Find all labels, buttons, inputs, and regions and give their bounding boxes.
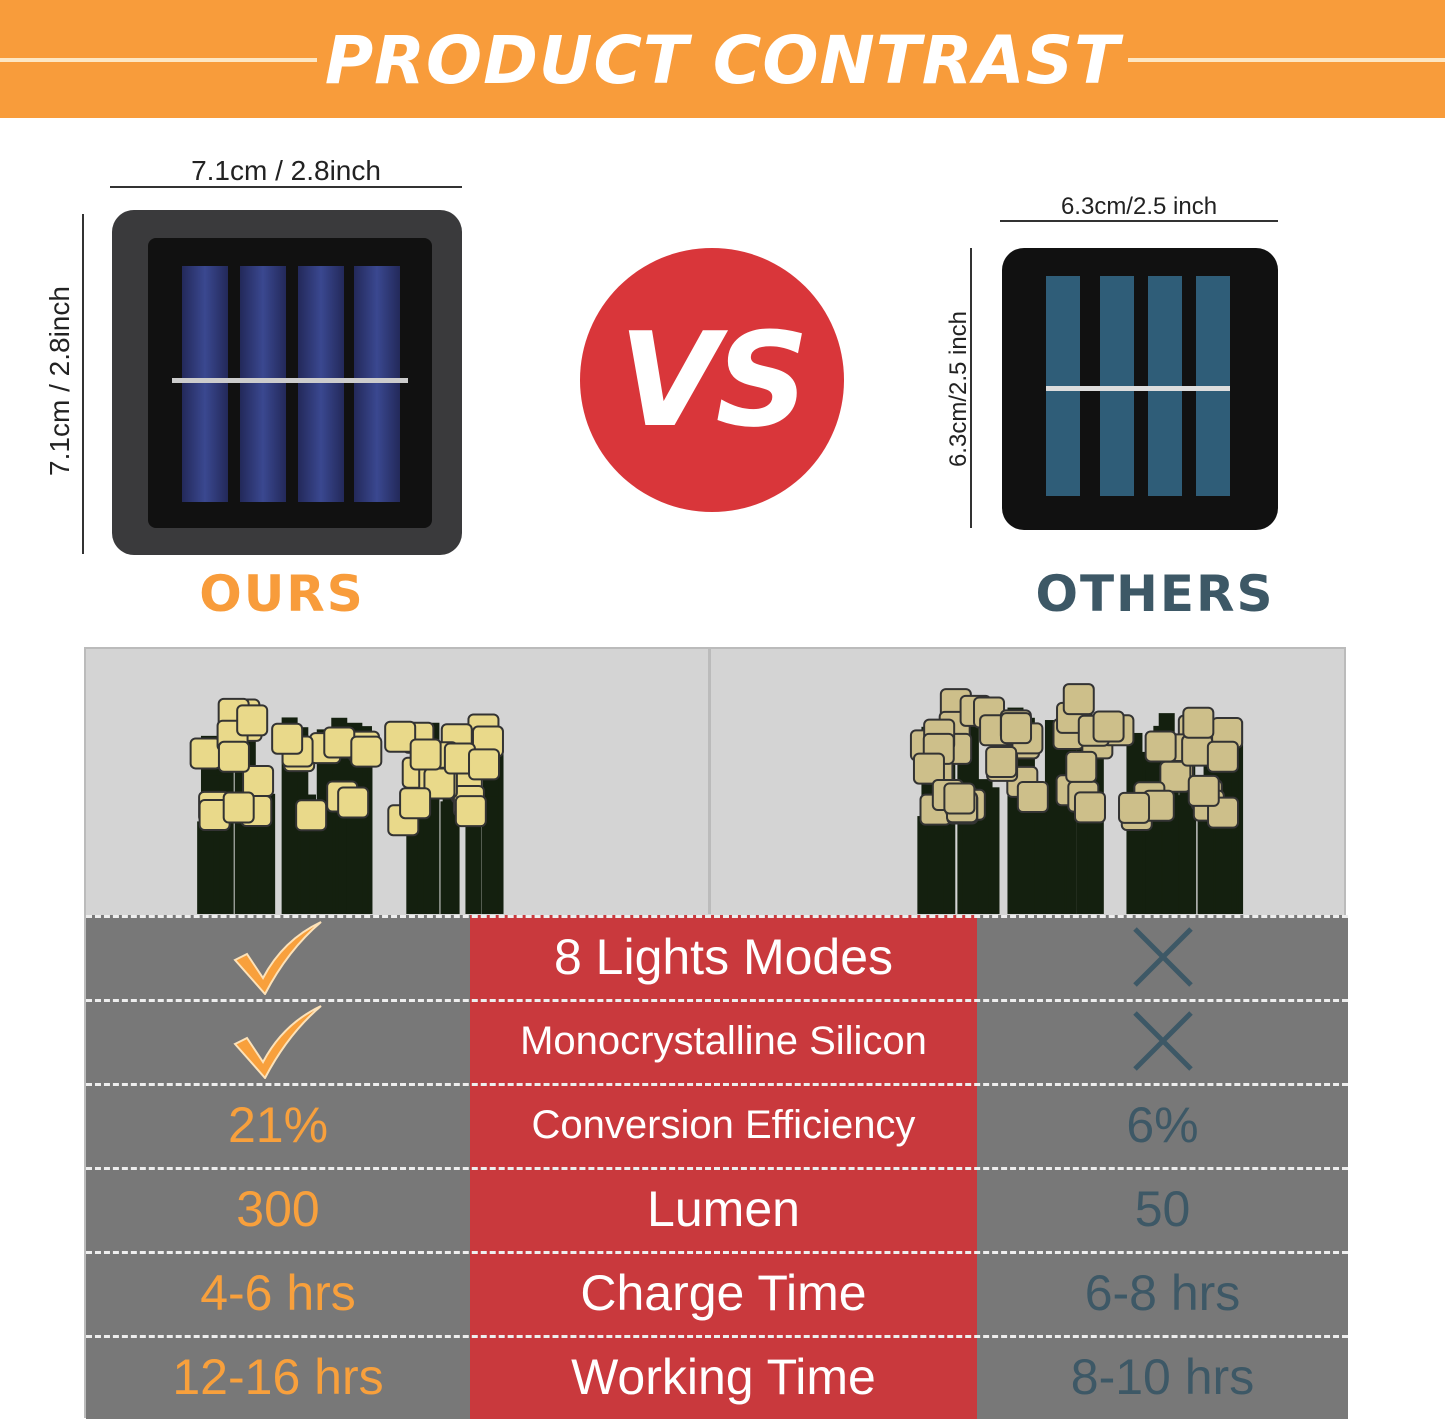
feature-label: 8 Lights Modes [470, 915, 977, 999]
table-row: 21% Conversion Efficiency 6% [86, 1083, 1348, 1167]
feature-label: Lumen [470, 1167, 977, 1251]
others-led-lights-photo [909, 683, 1244, 914]
ours-value: 4-6 hrs [86, 1251, 470, 1335]
others-label: OTHERS [1035, 565, 1275, 623]
vs-badge: VS [580, 248, 844, 512]
check-icon [86, 915, 470, 999]
page-title: PRODUCT CONTRAST [316, 22, 1129, 99]
feature-label: Conversion Efficiency [470, 1083, 977, 1167]
ours-solar-panel [112, 210, 462, 555]
dimension-line [1000, 220, 1278, 222]
others-solar-panel [1002, 248, 1278, 530]
table-row: 4-6 hrs Charge Time 6-8 hrs [86, 1251, 1348, 1335]
table-row: 12-16 hrs Working Time 8-10 hrs [86, 1335, 1348, 1419]
check-icon [86, 999, 470, 1083]
ours-value: 21% [86, 1083, 470, 1167]
table-row: Monocrystalline Silicon [86, 999, 1348, 1083]
divider [86, 1335, 1348, 1338]
ours-led-lights-photo [189, 697, 504, 914]
divider [86, 1251, 1348, 1254]
header-banner: PRODUCT CONTRAST [0, 0, 1445, 118]
ours-width-label: 7.1cm / 2.8inch [191, 155, 381, 186]
dimension-line [970, 248, 972, 528]
divider [86, 1167, 1348, 1170]
others-value: 6-8 hrs [977, 1251, 1348, 1335]
cross-icon [977, 915, 1348, 999]
ours-height-label: 7.1cm / 2.8inch [44, 286, 75, 476]
others-width-label: 6.3cm/2.5 inch [1060, 193, 1218, 220]
feature-label: Charge Time [470, 1251, 977, 1335]
table-row: 8 Lights Modes [86, 915, 1348, 999]
dimension-line [110, 186, 462, 188]
others-value: 8-10 hrs [977, 1335, 1348, 1419]
comparison-table: 8 Lights Modes Monocrystalline Silicon 21%… [84, 647, 1348, 1419]
others-value: 6% [977, 1083, 1348, 1167]
cross-icon [977, 999, 1348, 1083]
others-height-label: 6.3cm/2.5 inch [945, 310, 972, 468]
divider [86, 999, 1348, 1002]
feature-label: Monocrystalline Silicon [470, 999, 977, 1083]
others-value: 50 [977, 1167, 1348, 1251]
ours-value: 300 [86, 1167, 470, 1251]
divider [86, 915, 1348, 918]
divider [708, 649, 711, 914]
feature-label: Working Time [470, 1335, 977, 1419]
table-row: 300 Lumen 50 [86, 1167, 1348, 1251]
dimension-line [82, 214, 84, 554]
ours-value: 12-16 hrs [86, 1335, 470, 1419]
divider [86, 1083, 1348, 1086]
ours-label: OURS [199, 565, 365, 623]
